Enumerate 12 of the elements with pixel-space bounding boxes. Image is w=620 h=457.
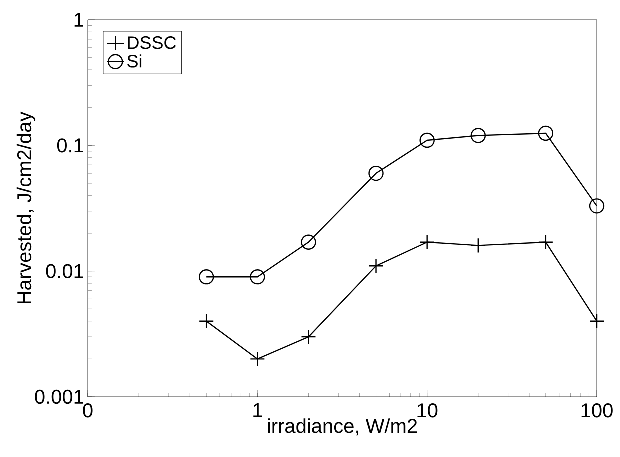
y-tick-label: 0.1 [57, 138, 84, 153]
x-tick-label: 10 [418, 404, 438, 418]
legend-label: Si [128, 54, 142, 68]
y-tick-label: 0.01 [46, 264, 84, 278]
legend-label: DSSC [128, 36, 176, 50]
x-tick-label: 100 [582, 404, 613, 418]
y-tick-label: 1 [74, 13, 84, 27]
y-tick-label: 0.001 [35, 390, 84, 404]
y-axis-title: Harvested, J/cm2/day [16, 112, 36, 304]
x-axis-title: irradiance, W/m2 [268, 418, 418, 436]
x-tick-label: 0 [83, 404, 93, 418]
x-tick-label: 1 [254, 404, 262, 418]
